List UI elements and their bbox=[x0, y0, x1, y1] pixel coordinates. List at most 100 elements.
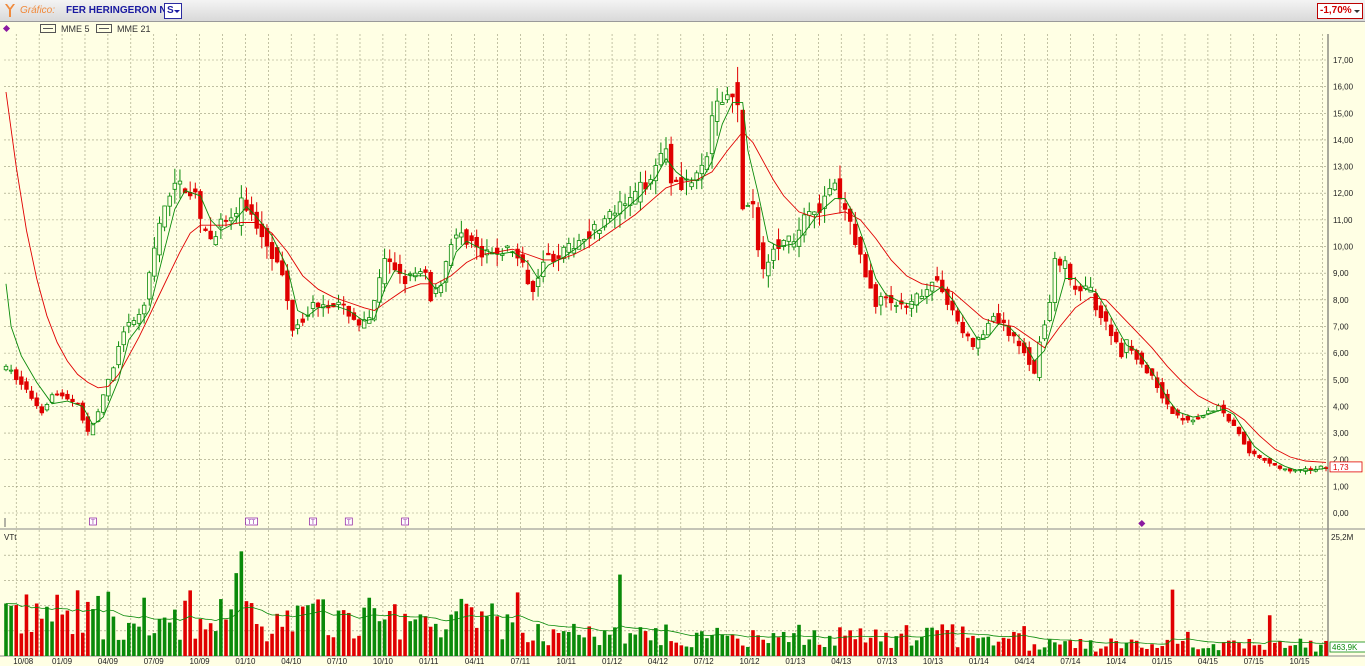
chart-label: Gráfico: bbox=[20, 5, 56, 16]
app-logo-icon bbox=[5, 4, 15, 17]
candle-body bbox=[638, 181, 643, 203]
volume-bar bbox=[827, 635, 832, 656]
candle-body bbox=[1088, 286, 1093, 293]
volume-bar bbox=[285, 610, 290, 656]
candle-body bbox=[1016, 340, 1022, 347]
volume-bar bbox=[618, 574, 622, 656]
event-marker[interactable] bbox=[245, 517, 258, 526]
volume-bar bbox=[740, 645, 745, 656]
volume-bar bbox=[213, 631, 218, 656]
candle-body bbox=[1180, 417, 1185, 421]
candle-body bbox=[228, 217, 234, 222]
volume-bar bbox=[439, 637, 443, 656]
volume-bar bbox=[981, 637, 985, 656]
volume-bar bbox=[4, 603, 8, 656]
volume-bar bbox=[751, 630, 755, 656]
volume-bar bbox=[326, 635, 331, 656]
volume-bar bbox=[14, 605, 19, 656]
candle-body bbox=[627, 197, 633, 206]
volume-bar bbox=[1012, 631, 1016, 656]
candle-body bbox=[464, 229, 469, 245]
x-tick-label: 10/14 bbox=[1106, 657, 1127, 666]
candle-body bbox=[387, 258, 392, 263]
candle-body bbox=[745, 205, 751, 207]
volume-bar bbox=[1303, 647, 1308, 656]
change-badge[interactable]: -1,70% bbox=[1317, 3, 1363, 19]
volume-bar bbox=[623, 643, 627, 656]
x-tick-label: 07/11 bbox=[511, 657, 531, 666]
candle-body bbox=[1287, 468, 1293, 472]
event-marker[interactable] bbox=[89, 517, 97, 526]
candle-body bbox=[131, 320, 137, 325]
x-tick-label: 01/13 bbox=[785, 657, 806, 666]
event-marker[interactable] bbox=[344, 517, 353, 526]
volume-panel-label: VTt bbox=[4, 533, 17, 542]
candle-body bbox=[556, 255, 561, 259]
volume-bar bbox=[377, 621, 382, 656]
volume-bar bbox=[976, 638, 980, 656]
volume-bar bbox=[1042, 647, 1047, 656]
x-tick-label: 07/09 bbox=[144, 657, 165, 666]
x-tick-label: 07/14 bbox=[1060, 657, 1081, 666]
volume-bar bbox=[1247, 638, 1252, 656]
candle-body bbox=[213, 236, 218, 246]
candle-body bbox=[14, 369, 19, 381]
volume-bar bbox=[659, 645, 663, 656]
candle-body bbox=[658, 153, 664, 166]
event-marker[interactable] bbox=[401, 517, 409, 526]
volume-bar bbox=[495, 616, 499, 656]
volume-bar bbox=[812, 630, 817, 656]
candle-body bbox=[955, 310, 960, 322]
event-marker[interactable] bbox=[309, 517, 317, 526]
candle-body bbox=[919, 295, 925, 299]
volume-bar bbox=[45, 606, 49, 656]
legend-item-ema5[interactable]: MME 5 bbox=[40, 24, 90, 34]
volume-bar bbox=[34, 603, 39, 656]
volume-bar bbox=[408, 621, 412, 656]
volume-bar bbox=[260, 626, 264, 656]
volume-last-tag bbox=[1329, 641, 1365, 653]
candle-body bbox=[1170, 406, 1175, 414]
candle-body bbox=[34, 397, 39, 407]
volume-bar bbox=[244, 601, 249, 656]
volume-bar bbox=[505, 614, 510, 656]
candle-body bbox=[735, 82, 740, 106]
candle-body bbox=[709, 115, 715, 155]
volume-bar bbox=[1252, 645, 1257, 656]
volume-bar bbox=[444, 629, 448, 656]
price-volume-chart[interactable]: 0,00 1,00 2,00 3,00 4,00 5,00 6,00 7,00 8,00 9,00… bbox=[0, 22, 1365, 666]
candle-body bbox=[986, 322, 991, 336]
candle-body bbox=[699, 164, 705, 175]
ticker-name[interactable]: FER HERINGERON NM bbox=[66, 5, 175, 16]
period-selector[interactable]: S bbox=[164, 3, 182, 19]
candle-body bbox=[663, 148, 669, 163]
candle-body bbox=[1114, 331, 1119, 343]
volume-bar bbox=[950, 624, 955, 656]
volume-bar bbox=[121, 639, 126, 656]
candle-body bbox=[1139, 352, 1145, 365]
event-marker-label: T bbox=[311, 520, 315, 526]
candle-body bbox=[1231, 419, 1237, 426]
volume-bar bbox=[147, 635, 152, 656]
x-tick-label: 04/15 bbox=[1198, 657, 1219, 666]
candle-body bbox=[218, 218, 224, 228]
price-tick-label: 9,00 bbox=[1333, 269, 1349, 278]
x-tick-label: 04/10 bbox=[281, 657, 302, 666]
volume-bar bbox=[224, 619, 228, 656]
volume-bar bbox=[868, 637, 873, 656]
volume-bar bbox=[996, 641, 1001, 656]
price-tick-label: 8,00 bbox=[1333, 296, 1349, 305]
volume-bar bbox=[925, 627, 929, 656]
candle-body bbox=[300, 318, 305, 323]
candle-body bbox=[832, 182, 838, 191]
candle-body bbox=[1037, 341, 1042, 378]
candle-body bbox=[24, 381, 29, 390]
price-tick-label: 5,00 bbox=[1333, 376, 1349, 385]
ema5-line bbox=[5, 102, 1327, 471]
volume-bar bbox=[1232, 640, 1236, 656]
volume-bar bbox=[347, 612, 351, 656]
volume-bar bbox=[111, 616, 116, 656]
legend-item-ema21[interactable]: MME 21 bbox=[96, 24, 151, 34]
x-tick-label: 07/15 bbox=[1244, 657, 1265, 666]
ema21-line bbox=[5, 91, 1327, 463]
